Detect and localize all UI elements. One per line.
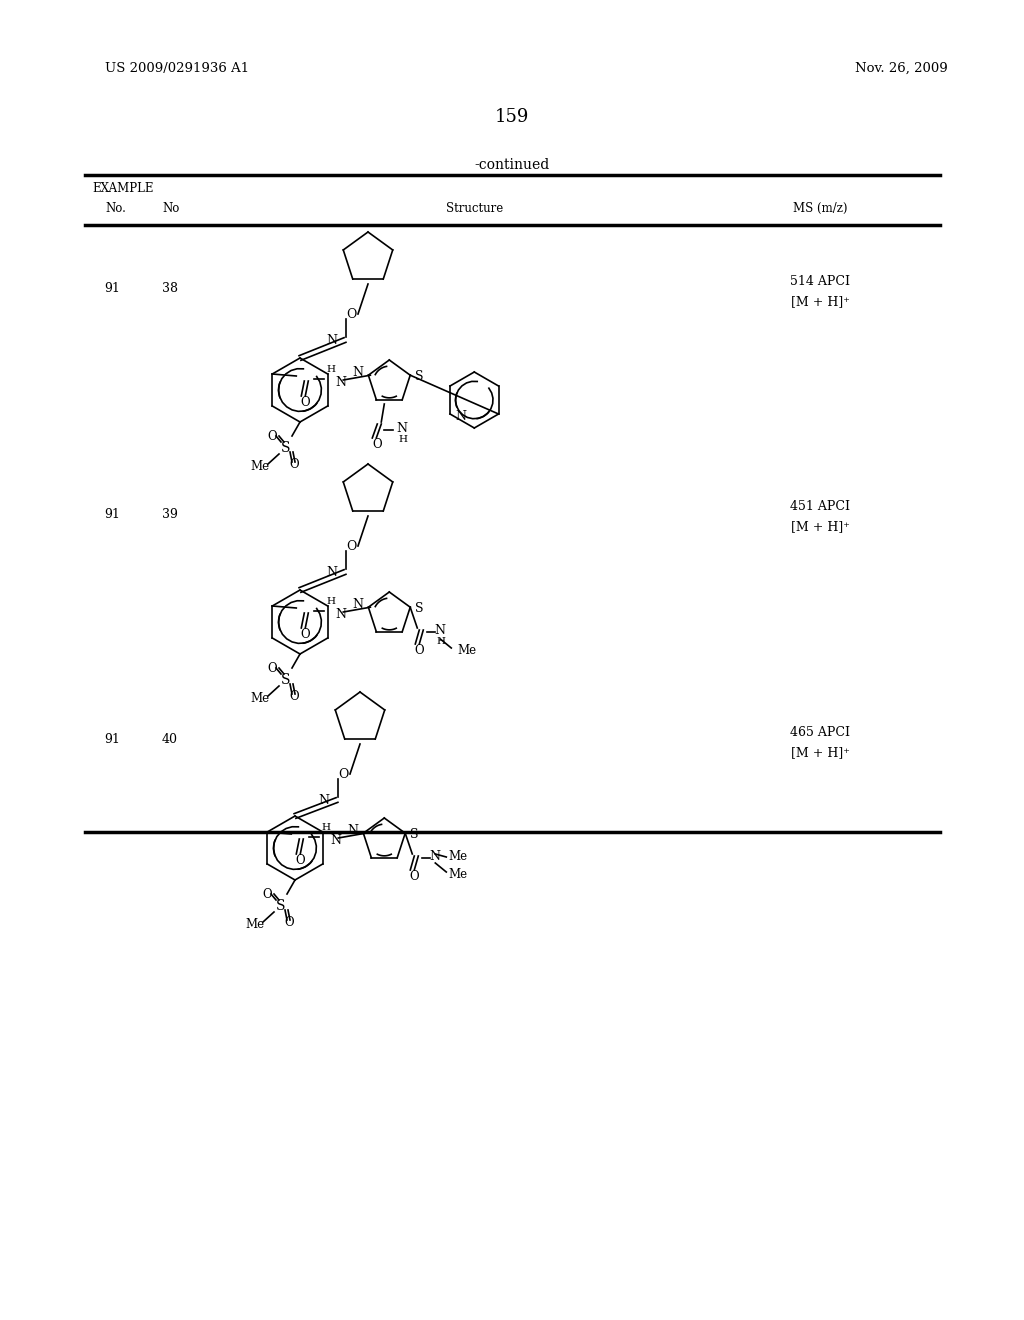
Text: MS (m/z): MS (m/z)	[793, 202, 847, 215]
Text: N: N	[335, 375, 346, 388]
Text: S: S	[411, 828, 419, 841]
Text: [M + H]⁺: [M + H]⁺	[791, 294, 850, 308]
Text: N: N	[455, 409, 466, 422]
Text: N: N	[352, 366, 364, 379]
Text: No.: No.	[105, 202, 126, 215]
Text: 465 APCI: 465 APCI	[790, 726, 850, 739]
Text: O: O	[267, 661, 276, 675]
Text: Me: Me	[251, 461, 269, 474]
Text: Me: Me	[251, 693, 269, 705]
Text: H: H	[327, 366, 336, 375]
Text: S: S	[276, 899, 286, 913]
Text: H: H	[437, 638, 445, 647]
Text: [M + H]⁺: [M + H]⁺	[791, 520, 850, 533]
Text: O: O	[338, 767, 348, 780]
Text: N: N	[347, 824, 358, 837]
Text: N: N	[335, 607, 346, 620]
Text: N: N	[326, 334, 337, 347]
Text: Structure: Structure	[446, 202, 504, 215]
Text: O: O	[289, 458, 299, 470]
Text: N: N	[331, 833, 341, 846]
Text: H: H	[327, 598, 336, 606]
Text: -continued: -continued	[474, 158, 550, 172]
Text: N: N	[396, 422, 408, 436]
Text: 40: 40	[162, 733, 178, 746]
Text: 38: 38	[162, 282, 178, 294]
Text: O: O	[296, 854, 305, 867]
Text: O: O	[289, 689, 299, 702]
Text: H: H	[322, 824, 331, 833]
Text: O: O	[415, 644, 424, 657]
Text: 514 APCI: 514 APCI	[790, 275, 850, 288]
Text: N: N	[434, 624, 445, 638]
Text: O: O	[346, 308, 356, 321]
Text: O: O	[373, 438, 382, 451]
Text: O: O	[300, 396, 310, 409]
Text: 159: 159	[495, 108, 529, 125]
Text: S: S	[282, 673, 291, 686]
Text: Me: Me	[246, 919, 264, 932]
Text: [M + H]⁺: [M + H]⁺	[791, 746, 850, 759]
Text: US 2009/0291936 A1: US 2009/0291936 A1	[105, 62, 249, 75]
Text: 39: 39	[162, 508, 178, 521]
Text: S: S	[415, 370, 424, 383]
Text: O: O	[410, 870, 419, 883]
Text: S: S	[282, 441, 291, 455]
Text: No: No	[162, 202, 179, 215]
Text: Nov. 26, 2009: Nov. 26, 2009	[855, 62, 948, 75]
Text: Me: Me	[449, 867, 467, 880]
Text: O: O	[285, 916, 294, 928]
Text: Me: Me	[449, 850, 467, 862]
Text: H: H	[398, 436, 408, 445]
Text: 91: 91	[104, 733, 120, 746]
Text: EXAMPLE: EXAMPLE	[92, 182, 154, 195]
Text: Me: Me	[458, 644, 476, 657]
Text: N: N	[352, 598, 364, 611]
Text: 451 APCI: 451 APCI	[790, 500, 850, 513]
Text: O: O	[262, 887, 271, 900]
Text: O: O	[300, 628, 310, 642]
Text: O: O	[346, 540, 356, 553]
Text: N: N	[318, 795, 329, 808]
Text: N: N	[429, 850, 440, 863]
Text: 91: 91	[104, 282, 120, 294]
Text: 91: 91	[104, 508, 120, 521]
Text: O: O	[267, 429, 276, 442]
Text: S: S	[415, 602, 424, 615]
Text: N: N	[326, 566, 337, 579]
